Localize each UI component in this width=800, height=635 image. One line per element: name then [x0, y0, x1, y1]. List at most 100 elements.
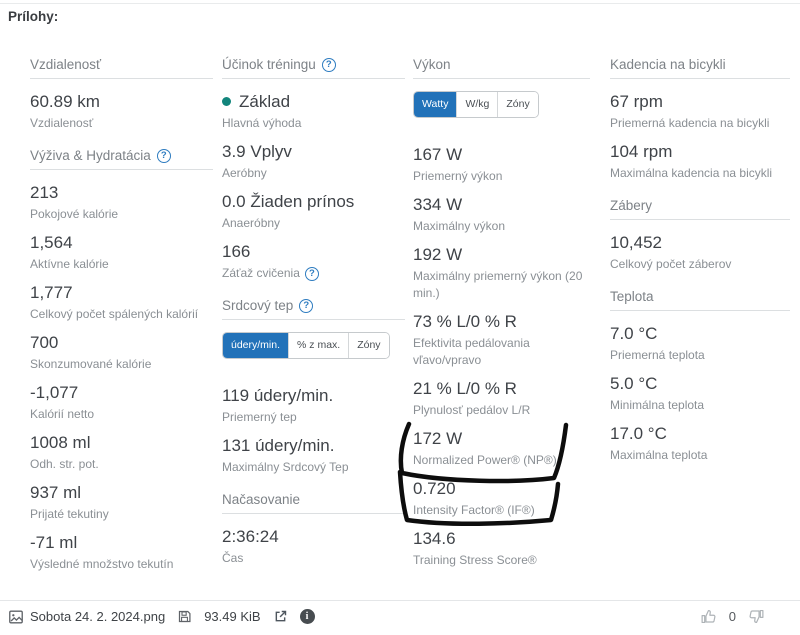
stat-value: 5.0 °C — [610, 374, 658, 393]
section-teplota: Teplota 7.0 °C Priemerná teplota 5.0 °C Mini… — [610, 289, 790, 464]
section-na-asovanie: Načasovanie 2:36:24 Čas — [222, 492, 405, 567]
attachment-file-name[interactable]: Sobota 24. 2. 2024.png — [30, 609, 166, 624]
stat-vzdialenos: 60.89 km Vzdialenosť — [30, 91, 213, 132]
stat-kal-ri-netto: -1,077 Kalórií netto — [30, 382, 213, 423]
tab-z-max[interactable]: % z max. — [288, 333, 349, 358]
section-title: Účinok tréningu — [222, 57, 316, 72]
section-header: Účinok tréningu? — [222, 57, 405, 79]
section-inok-tr-ningu: Účinok tréningu? Základ Hlavná výhoda 3.9 V… — [222, 57, 405, 282]
stat-value: 10,452 — [610, 233, 662, 252]
image-file-icon — [8, 609, 24, 625]
stat-value: 131 údery/min. — [222, 435, 335, 455]
stat-value: 213 — [30, 183, 59, 202]
stat-value: 334 W — [413, 194, 463, 214]
stat-celkov-po-et-sp-len-ch-kal-ri: 1,777 Celkový počet spálených kalórií — [30, 282, 213, 323]
stat-value: 166 — [222, 242, 251, 261]
stat-label: Kalórií netto — [30, 407, 95, 421]
section-z-bery: Zábery 10,452 Celkový počet záberov — [610, 198, 790, 273]
section-title: Kadencia na bicykli — [610, 57, 726, 72]
stat-z-a-cvi-enia: 166 Záťaž cvičenia? — [222, 241, 405, 282]
stats-column-4: Kadencia na bicykli 67 rpm Priemerná kaden… — [610, 57, 790, 480]
info-icon[interactable]: i — [299, 609, 315, 624]
stat-label: Maximálny Srdcový Tep — [222, 459, 349, 474]
stat-value: 192 W — [413, 244, 463, 264]
stats-column-3: Výkon Watty W/kg Zóny 167 W Priemerný výkon 33… — [397, 57, 590, 585]
stat-label: Priemerný výkon — [413, 168, 503, 183]
tab-z-ny[interactable]: Zóny — [497, 92, 538, 117]
stat-normalized-power-np: 172 W Normalized Power® (NP®) — [398, 421, 590, 483]
stat-label: Maximálny priemerný výkon (20 min.) — [413, 268, 583, 300]
section-header: Výkon — [413, 57, 590, 79]
section-v-iva-hydrat-cia: Výživa & Hydratácia? 213 Pokojové kalórie 1… — [30, 148, 213, 573]
stat-value: 937 ml — [30, 483, 82, 502]
stat-label: Minimálna teplota — [610, 398, 705, 412]
thumbs-down-icon[interactable] — [748, 608, 765, 625]
stat-skonzumovan-kal-rie: 700 Skonzumované kalórie — [30, 332, 213, 373]
external-link-icon[interactable] — [273, 609, 288, 624]
section-title: Výkon — [413, 57, 451, 72]
help-icon[interactable]: ? — [321, 57, 336, 72]
stat-value: Základ — [222, 91, 405, 112]
section-title: Vzdialenosť — [30, 57, 102, 72]
stat-value: 60.89 km — [30, 92, 100, 111]
stat-training-stress-score: 134.6 Training Stress Score® — [413, 528, 590, 569]
stat-prijat-tekutiny: 937 ml Prijaté tekutiny — [30, 482, 213, 523]
stat-value: 7.0 °C — [610, 324, 658, 343]
stat-label: Záťaž cvičenia? — [222, 265, 405, 282]
stat-label: Skonzumované kalórie — [30, 357, 152, 371]
stat-label: Aeróbny — [222, 166, 267, 180]
stat-pokojov-kal-rie: 213 Pokojové kalórie — [30, 182, 213, 223]
stat-plynulos-ped-lov-l-r: 21 % L/0 % R Plynulosť pedálov L/R — [413, 378, 590, 419]
stat-value: 172 W — [413, 428, 463, 448]
stat-value: -71 ml — [30, 533, 78, 552]
stat-maxim-lny-v-kon: 334 W Maximálny výkon — [413, 194, 590, 235]
help-icon[interactable]: ? — [304, 266, 319, 281]
like-count: 0 — [728, 609, 736, 624]
tab-dery-min[interactable]: údery/min. — [223, 333, 289, 358]
stat-value: 119 údery/min. — [222, 385, 334, 405]
stat-efektivita-ped-lovania-v-avo-vpravo: 73 % L/0 % R Efektivita pedálovania vľavo… — [413, 311, 590, 369]
stat-label: Normalized Power® (NP®) — [413, 452, 557, 467]
stat-value: 17.0 °C — [610, 424, 667, 443]
help-icon[interactable]: ? — [299, 298, 314, 313]
stat-anaer-bny: 0.0 Žiaden prínos Anaeróbny — [222, 191, 405, 232]
tab-group-v-kon: Watty W/kg Zóny — [413, 91, 539, 118]
stat-label: Intensity Factor® (IF®) — [413, 502, 535, 517]
stat-value: 1008 ml — [30, 433, 91, 452]
section-v-kon: Výkon Watty W/kg Zóny 167 W Priemerný výkon 33… — [397, 57, 590, 569]
section-title: Zábery — [610, 198, 653, 213]
file-size-icon — [177, 609, 192, 624]
stats-column-1: Vzdialenosť 60.89 km Vzdialenosť Výživa & H… — [30, 57, 213, 589]
stat-label: Training Stress Score® — [413, 552, 537, 567]
stat-maxim-lny-srdcov-tep: 131 údery/min. Maximálny Srdcový Tep — [222, 435, 405, 476]
stat-odh-str-pot: 1008 ml Odh. str. pot. — [30, 432, 213, 473]
tab-w-kg[interactable]: W/kg — [456, 92, 498, 117]
stat-priemern-v-kon: 167 W Priemerný výkon — [413, 144, 590, 185]
stat-value: -1,077 — [30, 383, 79, 402]
stat-label: Maximálny výkon — [413, 218, 506, 233]
stat-priemern-teplota: 7.0 °C Priemerná teplota — [610, 323, 790, 364]
stat-value: 167 W — [413, 144, 463, 164]
tab-z-ny[interactable]: Zóny — [348, 333, 389, 358]
stat-value: 3.9 Vplyv — [222, 142, 292, 161]
stat-value: 700 — [30, 333, 59, 352]
stat-value: 2:36:24 — [222, 526, 279, 546]
stat-label: Priemerná teplota — [610, 348, 705, 362]
help-icon[interactable]: ? — [156, 148, 171, 163]
section-title: Teplota — [610, 289, 654, 304]
stat-minim-lna-teplota: 5.0 °C Minimálna teplota — [610, 373, 790, 414]
tab-group-srdcov-tep: údery/min.% z max. Zóny — [222, 332, 390, 359]
stat-priemern-tep: 119 údery/min. Priemerný tep — [222, 385, 405, 426]
stat-aer-bny: 3.9 Vplyv Aeróbny — [222, 141, 405, 182]
stat-label: Maximálna teplota — [610, 448, 708, 462]
stat-label: Pokojové kalórie — [30, 207, 119, 221]
stat-label: Celkový počet spálených kalórií — [30, 307, 199, 321]
section-vzdialenos: Vzdialenosť 60.89 km Vzdialenosť — [30, 57, 213, 132]
stat-value: 73 % L/0 % R — [413, 311, 517, 331]
stat-value: 1,777 — [30, 283, 73, 302]
stat-value: 0.720 — [413, 478, 456, 498]
stat-priemern-kadencia-na-bicykli: 67 rpm Priemerná kadencia na bicykli — [610, 91, 790, 132]
attachment-file-size: 93.49 KiB — [204, 609, 261, 624]
thumbs-up-icon[interactable] — [700, 608, 717, 625]
tab-watty[interactable]: Watty — [414, 92, 457, 117]
